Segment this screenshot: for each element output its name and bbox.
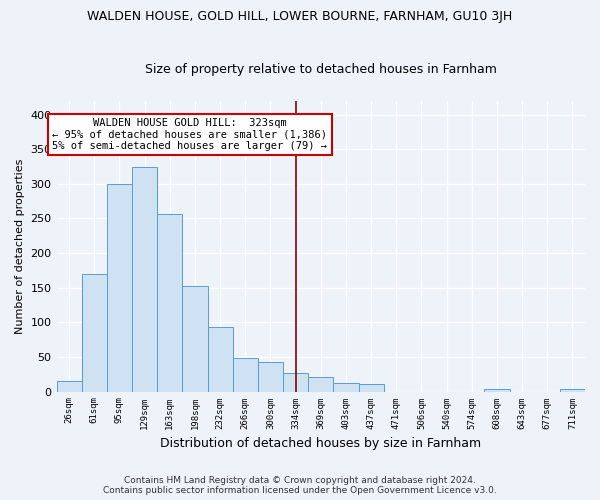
Bar <box>258 362 283 392</box>
Bar <box>283 373 308 392</box>
Title: Size of property relative to detached houses in Farnham: Size of property relative to detached ho… <box>145 63 497 76</box>
X-axis label: Distribution of detached houses by size in Farnham: Distribution of detached houses by size … <box>160 437 481 450</box>
Bar <box>334 382 359 392</box>
Bar <box>182 286 208 392</box>
Bar <box>107 184 132 392</box>
Bar <box>132 166 157 392</box>
Bar <box>233 358 258 392</box>
Bar <box>157 214 182 392</box>
Bar <box>359 384 383 392</box>
Bar <box>484 390 509 392</box>
Bar <box>208 327 233 392</box>
Bar <box>56 381 82 392</box>
Text: Contains HM Land Registry data © Crown copyright and database right 2024.
Contai: Contains HM Land Registry data © Crown c… <box>103 476 497 495</box>
Bar <box>308 377 334 392</box>
Text: WALDEN HOUSE, GOLD HILL, LOWER BOURNE, FARNHAM, GU10 3JH: WALDEN HOUSE, GOLD HILL, LOWER BOURNE, F… <box>88 10 512 23</box>
Bar <box>82 274 107 392</box>
Y-axis label: Number of detached properties: Number of detached properties <box>15 158 25 334</box>
Bar <box>560 390 585 392</box>
Text: WALDEN HOUSE GOLD HILL:  323sqm
← 95% of detached houses are smaller (1,386)
5% : WALDEN HOUSE GOLD HILL: 323sqm ← 95% of … <box>52 118 328 152</box>
